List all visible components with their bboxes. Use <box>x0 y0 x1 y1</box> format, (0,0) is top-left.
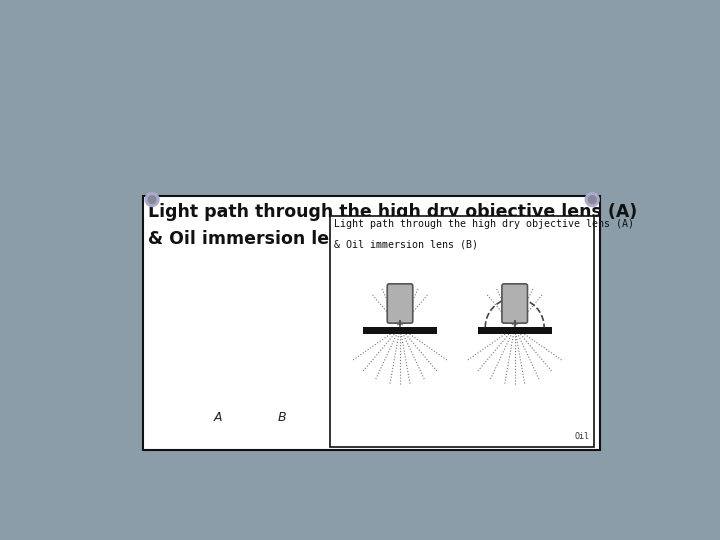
Bar <box>143 195 600 450</box>
Circle shape <box>145 193 159 206</box>
Text: & Oil immersion lens (B): & Oil immersion lens (B) <box>334 240 478 249</box>
Bar <box>363 327 437 334</box>
Text: Light path through the high dry objective lens (A): Light path through the high dry objectiv… <box>334 219 634 229</box>
Text: A: A <box>214 411 222 424</box>
Bar <box>478 327 552 334</box>
FancyBboxPatch shape <box>387 284 413 323</box>
Text: Oil: Oil <box>575 431 590 441</box>
Circle shape <box>148 195 156 204</box>
FancyBboxPatch shape <box>502 284 528 323</box>
Text: & Oil immersion lens (B): & Oil immersion lens (B) <box>148 230 387 247</box>
Circle shape <box>585 193 599 206</box>
Circle shape <box>588 195 596 204</box>
Bar <box>330 215 594 447</box>
Text: B: B <box>278 411 287 424</box>
Text: Light path through the high dry objective lens (A): Light path through the high dry objectiv… <box>148 204 637 221</box>
